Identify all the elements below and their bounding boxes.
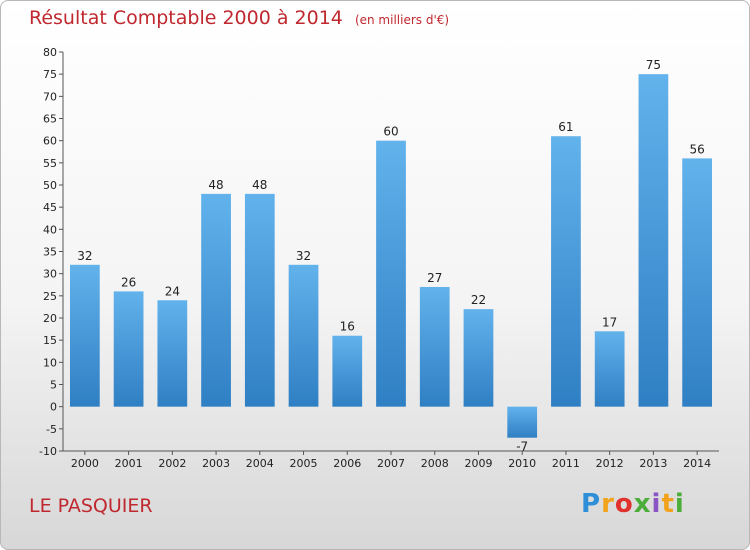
bar-value-label: 22 <box>471 293 486 307</box>
bar-value-label: 24 <box>165 284 180 298</box>
chart-value-labels: 32 26 24 48 48 32 16 60 27 22 -7 61 17 75 56 <box>77 58 705 454</box>
logo-letter: i <box>674 489 685 519</box>
y-tick-label: 40 <box>43 223 57 236</box>
x-tick-label: 2004 <box>246 457 274 470</box>
x-tick-label: 2012 <box>596 457 624 470</box>
x-tick-label: 2014 <box>683 457 711 470</box>
bar <box>244 193 275 407</box>
bar <box>69 264 100 407</box>
x-tick-label: 2008 <box>421 457 449 470</box>
logo-letter: x <box>633 489 652 519</box>
bar <box>157 300 188 407</box>
x-tick-label: 2003 <box>202 457 230 470</box>
bar <box>682 158 713 407</box>
y-tick-label: 45 <box>43 201 57 214</box>
y-tick-label: 70 <box>43 90 57 103</box>
x-tick-label: 2007 <box>377 457 405 470</box>
place-name: LE PASQUIER <box>29 495 153 517</box>
x-tick-label: 2000 <box>71 457 99 470</box>
bar-value-label: 27 <box>427 271 442 285</box>
bar-value-label: 32 <box>296 249 311 263</box>
bar <box>288 264 319 407</box>
logo-letter: o <box>614 489 634 519</box>
y-tick-label: 5 <box>50 379 57 392</box>
y-tick-label: 10 <box>43 356 57 369</box>
y-tick-label: -5 <box>46 423 57 436</box>
logo-letter: t <box>661 489 675 519</box>
x-tick-label: 2001 <box>115 457 143 470</box>
logo-letter: r <box>601 489 615 519</box>
y-tick-label: 75 <box>43 68 57 81</box>
bar <box>113 291 144 407</box>
bar <box>201 193 231 407</box>
bar-value-label: 60 <box>383 125 398 139</box>
bar <box>638 74 669 407</box>
x-tick-label: 2006 <box>333 457 361 470</box>
bar-value-label: -7 <box>516 440 528 454</box>
bar-value-label: 56 <box>689 142 704 156</box>
x-tick-label: 2005 <box>290 457 318 470</box>
chart-title-unit: (en milliers d'€) <box>354 13 450 27</box>
x-tick-label: 2011 <box>552 457 580 470</box>
bar <box>419 286 450 407</box>
bar <box>507 406 538 438</box>
bar <box>332 335 363 407</box>
bar <box>463 309 494 407</box>
bar-value-label: 48 <box>208 178 223 192</box>
chart-title: Résultat Comptable 2000 à 2014 (en milli… <box>29 7 449 29</box>
bar-value-label: 16 <box>340 320 355 334</box>
y-tick-label: 35 <box>43 246 57 259</box>
y-tick-label: 30 <box>43 268 57 281</box>
bar-value-label: 48 <box>252 178 267 192</box>
chart-axes: -10 -5 0 5 10 15 20 25 30 35 40 45 50 55 60 65 70 75 80 200… <box>39 46 719 470</box>
bar <box>551 136 581 407</box>
bar-value-label: 75 <box>646 58 661 72</box>
y-tick-label: 15 <box>43 334 57 347</box>
x-tick-label: 2013 <box>639 457 667 470</box>
chart-bars <box>69 74 713 438</box>
y-tick-label: 0 <box>50 401 57 414</box>
bar-value-label: 26 <box>121 275 136 289</box>
y-tick-label: 25 <box>43 290 57 303</box>
y-tick-label: 60 <box>43 135 57 148</box>
y-tick-label: -10 <box>39 445 57 458</box>
bar <box>594 331 625 407</box>
bar-value-label: 17 <box>602 315 617 329</box>
logo-letter: i <box>651 489 662 519</box>
y-tick-label: 50 <box>43 179 57 192</box>
x-tick-label: 2009 <box>464 457 492 470</box>
y-tick-label: 80 <box>43 46 57 59</box>
bar-value-label: 61 <box>558 120 573 134</box>
bar-value-label: 32 <box>77 249 92 263</box>
y-tick-label: 65 <box>43 113 57 126</box>
logo-letter: P <box>581 489 602 519</box>
x-tick-label: 2002 <box>158 457 186 470</box>
x-tick-label: 2010 <box>508 457 536 470</box>
proxiti-logo: Proxiti <box>581 489 685 519</box>
y-tick-label: 20 <box>43 312 57 325</box>
bar <box>376 140 406 407</box>
y-tick-label: 55 <box>43 157 57 170</box>
chart-title-text: Résultat Comptable 2000 à 2014 <box>29 7 343 29</box>
